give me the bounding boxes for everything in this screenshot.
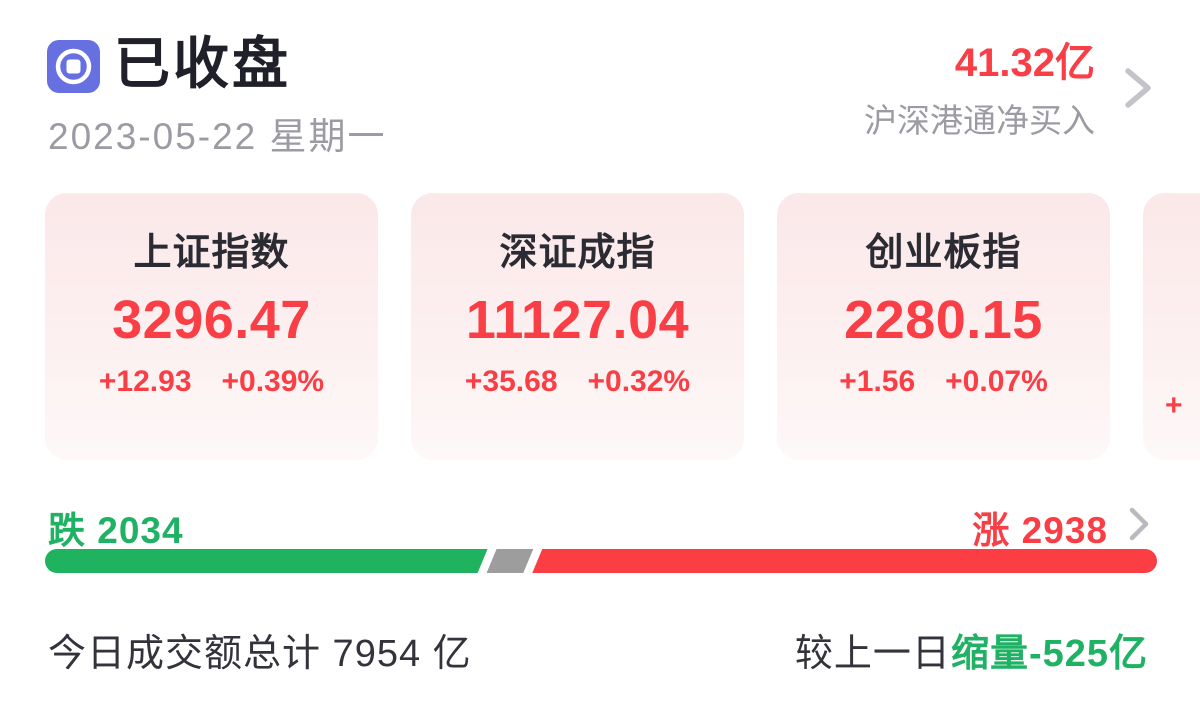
trade-date: 2023-05-22 星期一 (48, 116, 387, 157)
index-change-row: +12.93 +0.39% (99, 365, 324, 399)
advance-decline-bar (45, 549, 1157, 573)
index-value: 2280.15 (844, 290, 1043, 350)
chevron-right-icon[interactable] (1122, 66, 1154, 115)
market-closed-icon (47, 40, 100, 93)
market-status-title: 已收盘 (114, 32, 291, 95)
index-change-row: +1.56 +0.07% (839, 365, 1048, 399)
index-change-row: +35.68 +0.32% (465, 365, 690, 399)
index-card-chinext[interactable]: 创业板指 2280.15 +1.56 +0.07% (777, 193, 1110, 460)
northbound-net-buy[interactable]: 41.32亿 沪深港通净买入 (864, 40, 1095, 142)
index-cards-row: 上证指数 3296.47 +12.93 +0.39% 深证成指 11127.04… (45, 193, 1200, 460)
index-change-pct: +0.07% (945, 365, 1048, 398)
index-card-shenzhen[interactable]: 深证成指 11127.04 +35.68 +0.32% (411, 193, 744, 460)
comparison-prefix: 较上一日 (794, 633, 951, 675)
turnover-total: 今日成交额总计 7954 亿 (48, 633, 472, 675)
index-change: +35.68 (464, 365, 558, 398)
comparison-shrink-value: 缩量-525亿 (950, 633, 1148, 675)
chevron-right-icon[interactable] (1128, 506, 1150, 547)
index-change-pct: +0.32% (587, 365, 691, 398)
index-name: 创业板指 (865, 232, 1022, 274)
bar-segment-decliners (45, 549, 488, 573)
bar-segment-advancers (532, 549, 1157, 573)
index-value: 3296.47 (112, 290, 311, 350)
index-name: 深证成指 (499, 232, 656, 274)
index-change: +12.93 (98, 365, 192, 398)
index-card-partial[interactable]: + (1143, 193, 1200, 460)
turnover-comparison: 较上一日缩量-525亿 (795, 622, 1148, 677)
index-card-shanghai[interactable]: 上证指数 3296.47 +12.93 +0.39% (45, 193, 378, 460)
advancers-count: 涨 2938 (972, 510, 1108, 551)
net-buy-label: 沪深港通净买入 (864, 102, 1095, 139)
net-buy-value: 41.32亿 (954, 41, 1095, 85)
decliners-count: 跌 2034 (48, 510, 184, 551)
index-name: 上证指数 (133, 232, 290, 274)
index-change-fragment: + (1165, 389, 1183, 422)
bar-segment-unchanged (486, 549, 534, 573)
index-change: +1.56 (839, 365, 916, 398)
index-value: 11127.04 (465, 290, 690, 350)
index-change-pct: +0.39% (221, 365, 325, 398)
